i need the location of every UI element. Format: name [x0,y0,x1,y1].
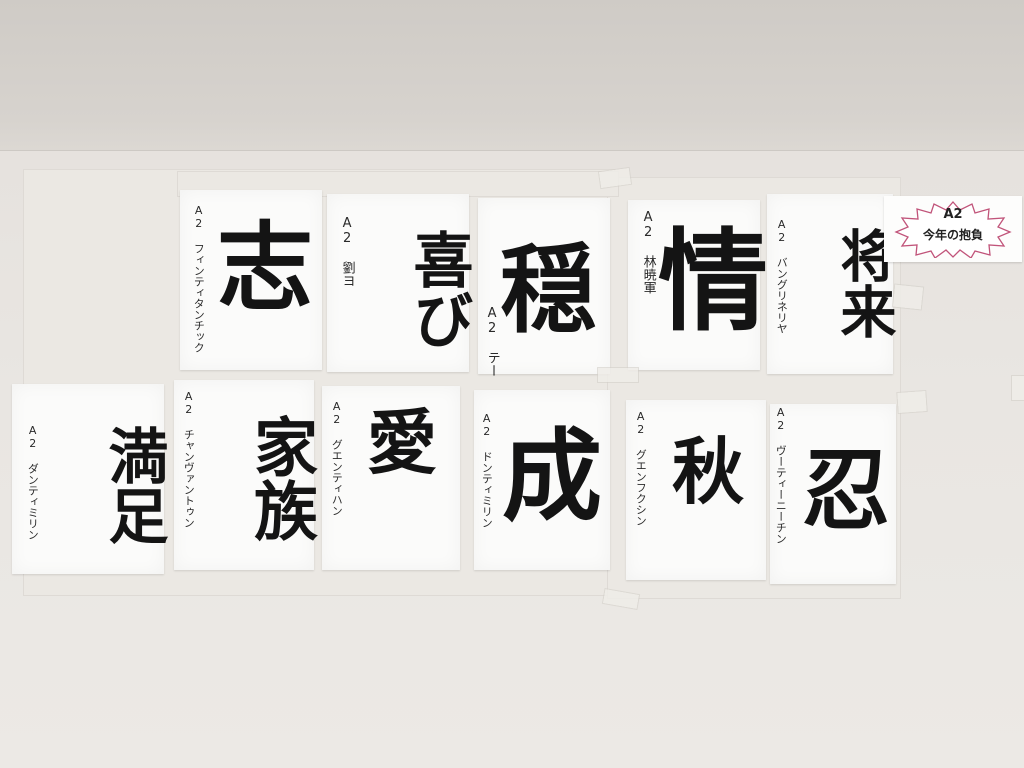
calligraphy-character: 満足 [98,425,168,545]
calligraphy-sheet-nin: 忍 A2 ヴーティーニーチン [770,404,896,584]
calligraphy-sheet-shourai: 将来 A2 バングリネリヤ [767,194,897,374]
calligraphy-character: 秋 [671,429,744,514]
masking-tape [897,391,927,413]
sign-title: 今年の抱負 [922,228,983,242]
calligraphy-sheet-jou: 情 A2 林暁軍 [628,200,768,370]
masking-tape [1012,376,1024,400]
calligraphy-character: 忍 [801,438,890,542]
calligraphy-sheet-manzoku: 満足 A2 ダンティミリン [12,384,168,574]
calligraphy-sheet-odayaka: 穏 A2 テー [478,198,610,377]
student-byline: A2 ヴーティーニーチン [774,406,788,544]
calligraphy-character: 愛 [367,401,437,484]
calligraphy-character: 穏 [500,233,596,346]
student-byline: A2 バングリネリヤ [775,218,789,334]
class-sign: A2 今年の抱負 [884,196,1022,262]
student-byline: A2 ダンティミリン [26,424,40,540]
calligraphy-character: 将来 [831,227,897,339]
calligraphy-sheet-yorokobi: 喜び A2 劉ヨ [327,194,473,372]
student-byline: A2 林暁軍 [640,210,656,294]
student-byline: A2 劉ヨ [339,216,355,287]
calligraphy-sheet-sei: 成 A2 ドンティミリン [474,390,610,570]
calligraphy-sheet-ai: 愛 A2 グエンティハン [322,386,460,570]
student-byline: A2 グエンティハン [330,400,344,516]
student-byline: A2 チャンヴァントゥン [182,390,196,528]
student-byline: A2 フィンティタンチック [192,204,206,353]
student-byline: A2 ドンティミリン [480,412,494,528]
student-byline: A2 テー [484,306,500,377]
calligraphy-sheet-kazoku: 家族 A2 チャンヴァントゥン [174,380,318,570]
calligraphy-character: 志 [217,211,313,324]
calligraphy-character: 成 [502,417,602,535]
student-byline: A2 グエンフクシン [634,410,648,526]
calligraphy-character: 喜び [403,229,473,349]
sign-class-label: A2 [943,207,963,222]
calligraphy-sheet-kokorozashi: 志 A2 フィンティタンチック [180,190,322,370]
masking-tape [892,284,924,310]
masking-tape [598,368,638,382]
calligraphy-character: 情 [658,217,768,346]
starburst-icon [894,201,1012,258]
ceiling [0,0,1024,151]
calligraphy-character: 家族 [243,414,318,542]
calligraphy-sheet-aki: 秋 A2 グエンフクシン [626,400,766,580]
